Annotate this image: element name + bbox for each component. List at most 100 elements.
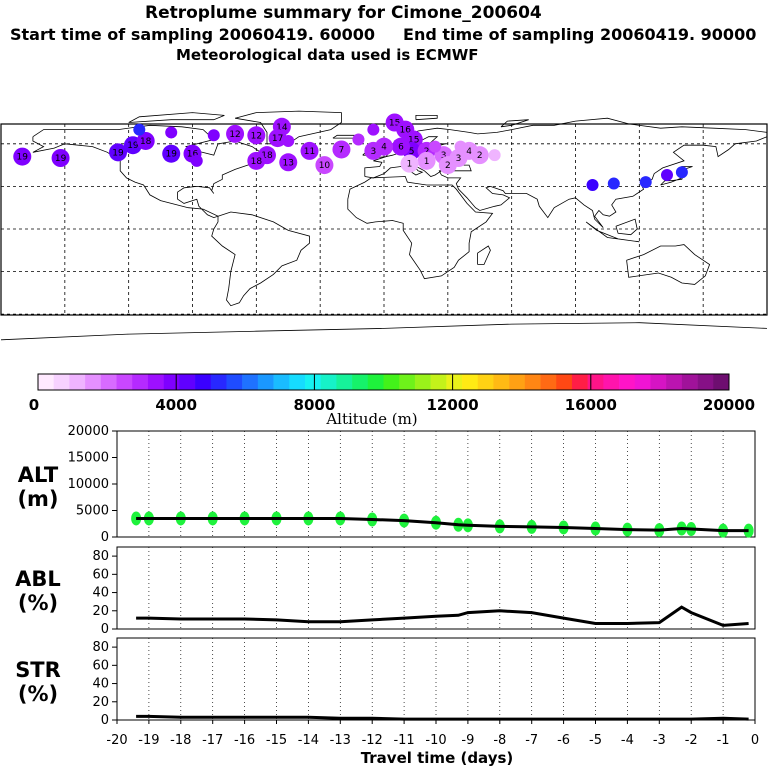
x-tick-label: -5 <box>589 733 602 748</box>
plume-position <box>364 141 383 160</box>
x-tick-label: -10 <box>425 733 446 748</box>
x-tick-label: -11 <box>393 733 414 748</box>
plume-position <box>660 169 673 182</box>
plume-position <box>454 140 467 153</box>
plume-day-label: 1 <box>424 157 430 167</box>
y-tick-label: 40 <box>92 586 109 601</box>
series-line <box>136 714 749 721</box>
plume-day-label: 12 <box>251 131 262 141</box>
y-tick-label: 60 <box>92 658 109 673</box>
colorbar-swatch <box>697 374 714 390</box>
coastline <box>626 244 711 285</box>
colorbar-swatch <box>273 374 290 390</box>
colorbar-tick-label: 12000 <box>427 396 479 414</box>
plume-position <box>429 140 442 153</box>
plume-position <box>586 178 599 191</box>
plume-position <box>136 131 155 150</box>
colorbar-swatch <box>681 374 698 390</box>
plume-day-label: 19 <box>112 148 124 158</box>
plume-day-label: 2 <box>477 151 483 161</box>
colorbar-swatch <box>210 374 227 390</box>
panel-unit-label: (%) <box>18 591 58 615</box>
x-tick-label: -1 <box>717 733 730 748</box>
coastline <box>585 221 640 243</box>
y-tick-label: 40 <box>92 677 109 692</box>
plume-day-label: 11 <box>304 147 315 157</box>
colorbar-swatch <box>179 374 196 390</box>
x-tick-label: -6 <box>557 733 570 748</box>
x-tick-label: -19 <box>138 733 159 748</box>
colorbar-swatch <box>462 374 479 390</box>
chart-title: Retroplume summary for Cimone_200604 <box>145 3 542 23</box>
x-tick-label: -13 <box>330 733 351 748</box>
x-tick-label: -20 <box>106 733 127 748</box>
sampling-times: Start time of sampling 20060419. 60000 En… <box>10 25 768 44</box>
plume-position <box>470 146 489 165</box>
colorbar-swatch <box>195 374 212 390</box>
x-tick-label: -3 <box>653 733 666 748</box>
x-tick-label: -12 <box>362 733 383 748</box>
coastline <box>234 110 342 145</box>
colorbar-swatch <box>619 374 636 390</box>
plume-day-label: 3 <box>441 151 447 161</box>
altitude-colorbar: 0 4000 8000 12000 16000 20000 <box>29 373 755 414</box>
end-time-label: End time of sampling 20060419. 90000 <box>403 25 757 44</box>
colorbar-tick-label: 4000 <box>155 396 197 414</box>
colorbar-swatch <box>100 374 117 390</box>
plume-day-label: 1 <box>407 160 413 170</box>
plume-day-label: 4 <box>381 143 387 153</box>
plume-day-label: 18 <box>140 137 152 147</box>
plume-position <box>282 134 295 147</box>
coastline <box>477 245 491 265</box>
panel-abl: 0 20 40 60 80 ABL(%) <box>15 546 756 637</box>
colorbar-swatch <box>446 374 463 390</box>
colorbar-swatch <box>352 374 369 390</box>
plume-position <box>247 126 266 145</box>
plume-position <box>268 129 287 148</box>
colorbar-swatch <box>509 374 526 390</box>
plume-position <box>109 143 128 162</box>
colorbar-swatch <box>399 374 416 390</box>
colorbar-swatch <box>666 374 683 390</box>
series-line <box>136 605 749 627</box>
y-tick-label: 80 <box>92 640 109 655</box>
plume-position <box>488 149 501 162</box>
plume-position <box>162 144 181 163</box>
panel-unit-label: (%) <box>18 682 58 706</box>
x-tick-label: -8 <box>493 733 506 748</box>
panel-label: STR <box>15 658 61 682</box>
plume-day-label: 12 <box>229 130 240 140</box>
colorbar-tick-label: 20000 <box>703 396 755 414</box>
x-tick-label: -15 <box>266 733 287 748</box>
colorbar-swatch <box>53 374 70 390</box>
x-tick-label: -18 <box>170 733 191 748</box>
colorbar-swatch <box>289 374 306 390</box>
plume-day-label: 17 <box>272 134 283 144</box>
plume-day-label: 19 <box>17 153 29 163</box>
coastline <box>660 166 693 186</box>
colorbar-swatch <box>540 374 557 390</box>
plume-day-label: 15 <box>408 136 419 146</box>
colorbar-swatch <box>132 374 149 390</box>
y-tick-label: 0 <box>101 622 109 637</box>
colorbar-swatch <box>242 374 259 390</box>
x-tick-label: -2 <box>685 733 698 748</box>
colorbar-swatch <box>336 374 353 390</box>
plume-position <box>332 140 351 159</box>
y-tick-label: 20 <box>92 604 109 619</box>
x-axis-label: Travel time (days) <box>361 749 514 767</box>
plume-day-label: 14 <box>276 123 288 133</box>
plume-position <box>133 123 146 136</box>
plume-position <box>607 177 620 190</box>
plume-position <box>13 147 32 166</box>
plume-day-label: 6 <box>398 143 404 153</box>
colorbar-swatch <box>603 374 620 390</box>
y-tick-label: 20000 <box>68 424 109 439</box>
plume-position <box>392 137 411 156</box>
coastline <box>615 218 638 236</box>
plume-position <box>190 154 203 167</box>
plume-position <box>352 133 365 146</box>
coastline <box>211 211 310 307</box>
